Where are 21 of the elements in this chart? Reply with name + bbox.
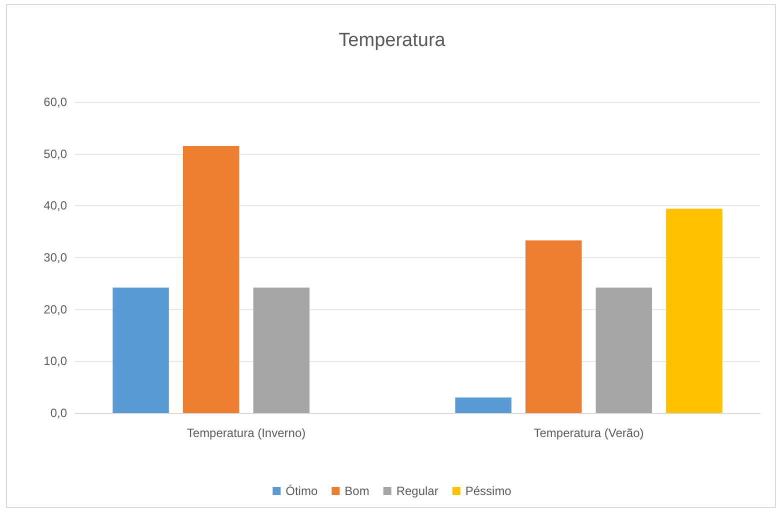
y-tick-label: 30,0 — [44, 250, 68, 264]
y-tick-label: 20,0 — [44, 302, 68, 316]
bar — [253, 288, 310, 413]
chart-title: Temperatura — [338, 30, 446, 51]
bar — [596, 288, 652, 413]
bar — [112, 288, 169, 413]
bar — [525, 240, 582, 413]
x-tick-label: Temperatura (Inverno) — [186, 426, 306, 440]
y-tick-label: 60,0 — [44, 95, 68, 109]
legend-label: Ótimo — [286, 484, 318, 498]
legend-label: Bom — [344, 484, 370, 498]
y-tick-label: 50,0 — [44, 146, 68, 161]
bar — [455, 397, 512, 413]
x-tick-label: Temperatura (Verão) — [534, 426, 644, 440]
y-tick-label: 10,0 — [44, 354, 68, 368]
bar — [666, 208, 722, 413]
bar — [182, 146, 240, 413]
legend-label: Regular — [396, 484, 438, 498]
legend-label: Péssimo — [465, 484, 512, 498]
y-tick-label: 40,0 — [44, 198, 68, 213]
y-tick-label: 0,0 — [50, 406, 68, 420]
